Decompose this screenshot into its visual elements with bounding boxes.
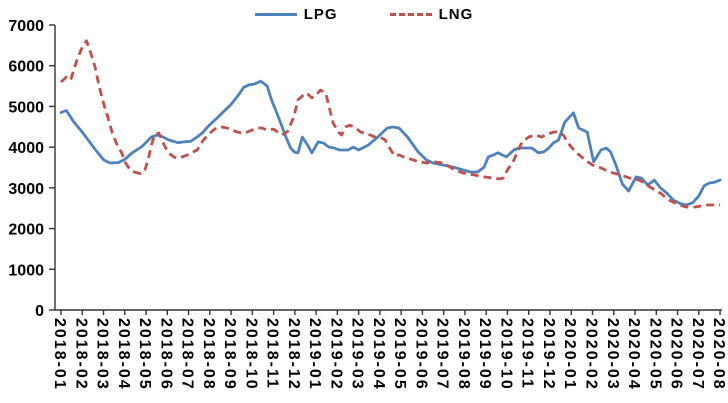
x-axis-tick-label: 2019-09 <box>476 318 493 391</box>
x-axis-tick-label: 2018-08 <box>200 318 217 391</box>
x-axis-tick-label: 2018-01 <box>51 318 68 391</box>
x-axis-tick-label: 2019-04 <box>370 318 387 391</box>
x-axis-tick-label: 2018-11 <box>264 318 281 390</box>
x-axis-tick-label: 2019-03 <box>349 318 366 391</box>
x-axis-tick-label: 2018-09 <box>221 318 238 391</box>
x-axis-tick-label: 2019-11 <box>519 318 536 390</box>
x-axis-tick-label: 2020-03 <box>604 318 621 391</box>
x-axis-tick-label: 2019-01 <box>306 318 323 391</box>
x-axis-tick-label: 2019-10 <box>497 318 514 391</box>
x-axis-tick-label: 2020-07 <box>689 318 706 391</box>
y-axis-tick-label: 5000 <box>8 99 44 116</box>
y-axis-tick-label: 2000 <box>8 222 44 239</box>
x-axis-tick-label: 2018-06 <box>157 318 174 391</box>
x-axis-tick-label: 2018-10 <box>242 318 259 391</box>
x-axis-tick-label: 2019-05 <box>391 318 408 391</box>
x-axis-tick-label: 2020-02 <box>583 318 600 391</box>
y-axis-tick-label: 1000 <box>8 262 44 279</box>
x-axis-tick-label: 2020-06 <box>668 318 685 391</box>
x-axis-tick-label: 2020-04 <box>625 318 642 391</box>
x-axis-tick-label: 2018-12 <box>285 318 302 391</box>
x-axis-tick-label: 2019-02 <box>327 318 344 391</box>
y-axis-tick-label: 0 <box>35 303 44 320</box>
x-axis-tick-label: 2018-07 <box>179 318 196 391</box>
y-axis-tick-label: 7000 <box>8 18 44 35</box>
x-axis-tick-label: 2018-03 <box>94 318 111 391</box>
x-axis-tick-label: 2020-05 <box>646 318 663 391</box>
lpg-series-line <box>59 79 722 207</box>
x-axis-tick-label: 2019-06 <box>412 318 429 391</box>
x-axis-tick-label: 2020-08 <box>710 318 727 391</box>
x-axis-tick-label: 2018-02 <box>72 318 89 391</box>
x-axis-tick-label: 2019-08 <box>455 318 472 391</box>
y-axis-tick-label: 4000 <box>8 140 44 157</box>
x-axis-tick-label: 2020-01 <box>561 318 578 391</box>
x-axis-tick-label: 2019-07 <box>434 318 451 391</box>
x-axis-tick-label: 2019-12 <box>540 318 557 391</box>
x-axis-tick-label: 2018-05 <box>136 318 153 391</box>
y-axis-tick-label: 6000 <box>8 59 44 76</box>
y-axis-tick-label: 3000 <box>8 181 44 198</box>
x-axis-tick-label: 2018-04 <box>115 318 132 391</box>
